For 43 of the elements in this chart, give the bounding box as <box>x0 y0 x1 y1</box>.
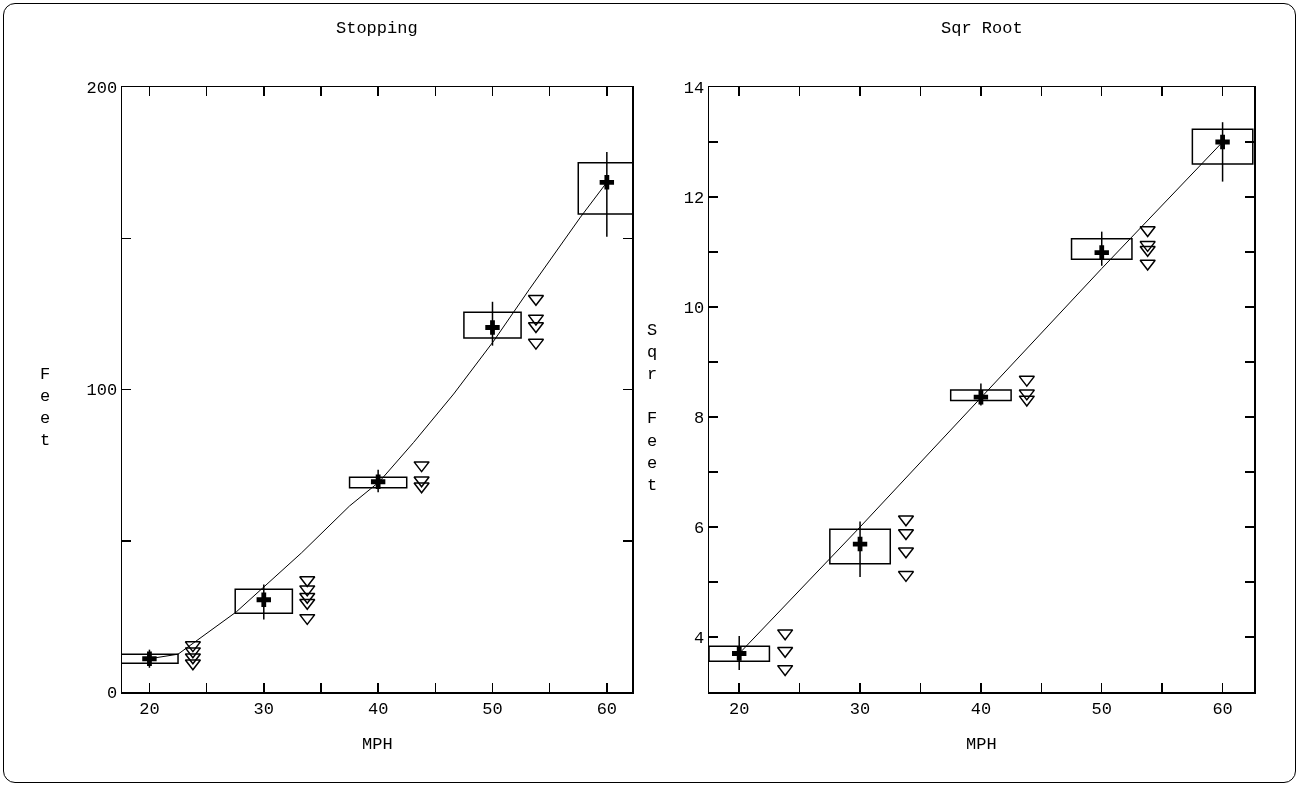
chart-title: Sqr Root <box>941 19 1023 38</box>
y-tick-label: 14 <box>683 78 705 98</box>
y-axis-title: Feet <box>40 365 51 451</box>
x-tick-label: 30 <box>253 699 274 719</box>
point <box>298 598 316 611</box>
x-tick-label: 30 <box>849 699 871 719</box>
x-tick-label: 60 <box>596 699 618 719</box>
y-tick-label: 12 <box>683 188 705 208</box>
y-tick-label: 200 <box>86 78 118 98</box>
y-tick-label: 100 <box>86 381 118 401</box>
bar <box>234 588 294 615</box>
chart-title: Stopping <box>336 19 418 38</box>
point <box>897 570 915 583</box>
point <box>1139 226 1156 238</box>
point <box>1139 245 1156 258</box>
point <box>527 321 545 334</box>
point <box>776 664 794 677</box>
x-tick-label: 50 <box>1091 699 1112 719</box>
point <box>1139 240 1156 253</box>
point <box>732 646 747 661</box>
point <box>370 474 386 489</box>
x-axis-title: MPH <box>362 735 393 754</box>
x-tick-label: 40 <box>367 699 389 719</box>
bar <box>348 476 408 489</box>
text: Sqr Feet <box>647 321 658 495</box>
x-tick-label: 50 <box>482 699 503 719</box>
point <box>1094 245 1109 260</box>
y-tick-label: 6 <box>693 518 705 538</box>
x-tick-label: 60 <box>1212 699 1233 719</box>
y-tick-label: 10 <box>683 298 705 318</box>
y-tick-label: 4 <box>693 628 705 648</box>
x-axis-title: MPH <box>966 735 997 754</box>
point <box>413 482 430 494</box>
point <box>413 476 430 488</box>
y-tick-label: 8 <box>693 408 705 428</box>
x-tick-label: 20 <box>729 699 750 719</box>
point <box>142 651 157 666</box>
point <box>413 461 430 473</box>
point <box>1139 259 1156 271</box>
x-tick-label: 40 <box>970 699 992 719</box>
x-tick-label: 20 <box>139 699 160 719</box>
y-tick-label: 0 <box>106 683 118 703</box>
point <box>298 613 316 626</box>
